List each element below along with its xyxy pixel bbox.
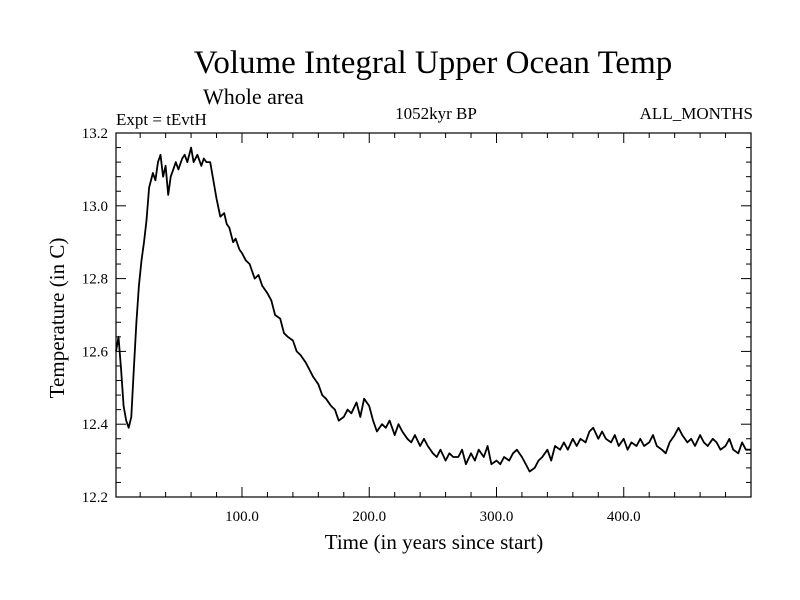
y-tick-label: 13.2: [82, 126, 108, 142]
y-tick-label: 12.2: [82, 490, 108, 506]
x-tick-label: 300.0: [480, 509, 514, 525]
chart-title: Volume Integral Upper Ocean Temp: [194, 45, 672, 81]
y-tick-label: 13.0: [82, 199, 108, 215]
x-axis-label: Time (in years since start): [325, 530, 544, 554]
y-axis-label: Temperature (in C): [45, 238, 69, 399]
annotation-age: 1052kyr BP: [395, 104, 477, 123]
annotation-experiment: Expt = tEvtH: [116, 110, 207, 129]
plot-frame: [115, 132, 752, 498]
chart-subtitle: Whole area: [203, 84, 304, 109]
y-tick-label: 12.6: [82, 344, 109, 360]
axis-tick-labels: 100.0 200.0 300.0 400.0 12.2 12.4 12.6 12.8 13.0…: [82, 126, 641, 525]
series-line: [115, 146, 751, 473]
axis-ticks: [116, 132, 751, 498]
x-tick-label: 200.0: [352, 509, 386, 525]
data-series: [115, 146, 751, 473]
y-tick-label: 12.4: [82, 417, 109, 433]
x-tick-label: 400.0: [607, 509, 641, 525]
x-tick-label: 100.0: [225, 509, 259, 525]
annotation-months: ALL_MONTHS: [640, 104, 753, 123]
y-tick-label: 12.8: [82, 272, 108, 288]
